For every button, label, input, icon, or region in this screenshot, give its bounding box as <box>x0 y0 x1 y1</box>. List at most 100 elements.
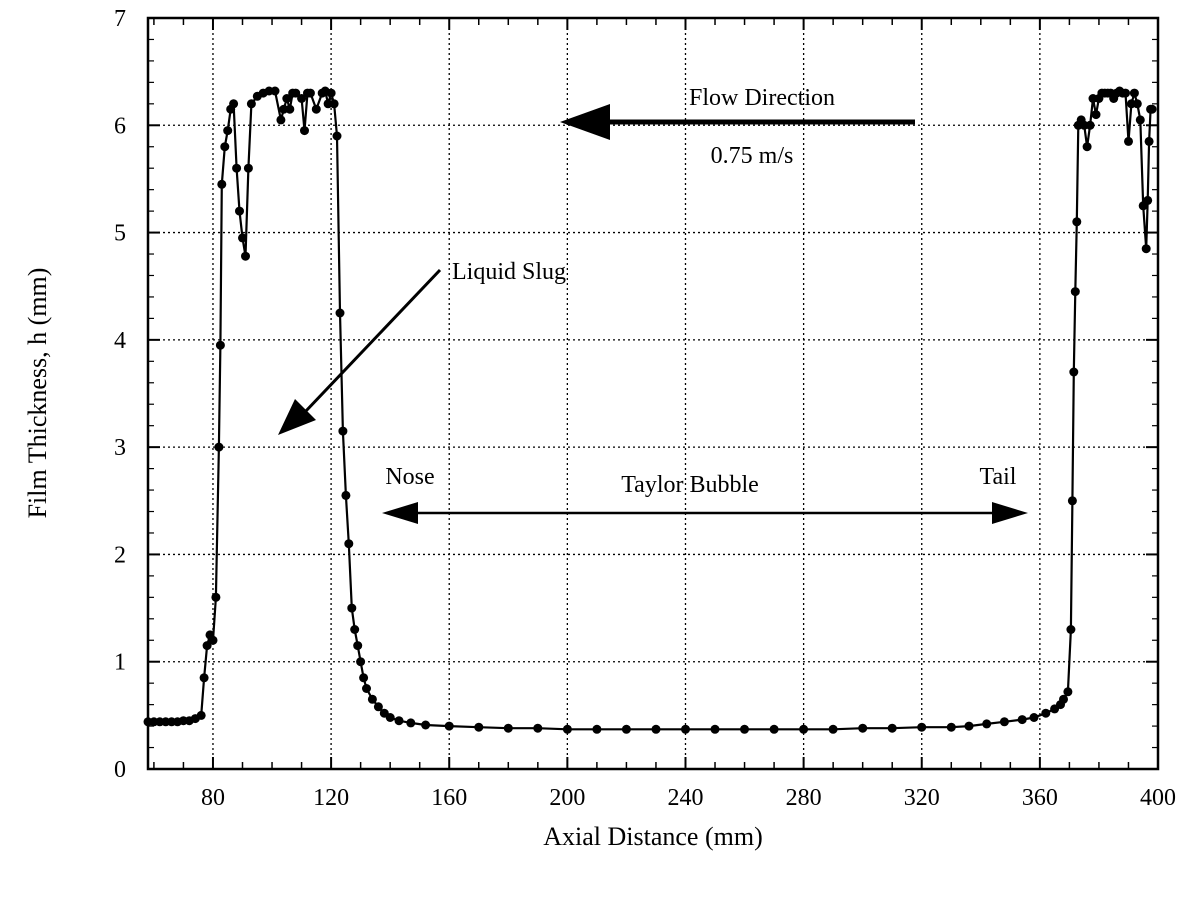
liquid-slug-label: Liquid Slug <box>452 259 566 285</box>
data-point <box>335 308 345 318</box>
data-point <box>1066 625 1076 634</box>
data-point <box>799 724 809 734</box>
data-point <box>208 635 218 645</box>
data-point <box>1082 142 1092 152</box>
data-point <box>238 233 247 243</box>
data-point <box>1129 88 1139 98</box>
data-point <box>917 722 927 732</box>
data-point <box>350 625 360 634</box>
y-tick-label: 5 <box>114 221 126 247</box>
data-point <box>326 88 336 98</box>
data-point <box>710 724 720 734</box>
data-point <box>444 721 454 731</box>
y-tick-label: 1 <box>114 650 126 676</box>
data-point <box>1143 195 1153 205</box>
data-point <box>235 206 244 216</box>
flow-direction-annotation: Flow Direction 0.75 m/s <box>560 85 915 169</box>
data-point <box>232 163 242 173</box>
data-point <box>217 179 227 189</box>
data-point <box>1067 496 1077 506</box>
data-point <box>246 99 256 109</box>
data-point <box>347 603 357 613</box>
data-point <box>421 720 431 730</box>
data-point <box>1091 110 1101 120</box>
data-point <box>282 94 292 103</box>
data-point <box>474 722 484 732</box>
y-tick-label: 3 <box>114 435 126 461</box>
x-tick-label: 200 <box>549 785 585 811</box>
tail-arrowhead <box>992 502 1028 524</box>
data-point <box>220 142 230 152</box>
data-point <box>297 94 307 103</box>
liquid-slug-arrow-shaft <box>303 268 442 414</box>
data-point <box>964 721 974 731</box>
data-point <box>211 592 221 602</box>
x-tick-label: 280 <box>786 785 822 811</box>
data-point <box>341 490 351 500</box>
tail-label: Tail <box>980 464 1017 490</box>
data-point <box>1147 104 1157 114</box>
data-point <box>621 724 631 734</box>
data-point <box>311 104 321 114</box>
data-point <box>1124 136 1133 146</box>
x-tick-label: 160 <box>431 785 467 811</box>
data-point <box>1059 694 1068 704</box>
data-point <box>356 657 366 667</box>
x-tick-label: 320 <box>904 785 940 811</box>
data-point <box>1041 708 1051 718</box>
x-tick-label: 240 <box>667 785 703 811</box>
data-point <box>769 724 779 734</box>
nose-arrowhead <box>382 502 418 524</box>
data-point <box>305 88 315 98</box>
series-layer <box>143 86 1157 734</box>
data-point <box>533 723 543 733</box>
x-tick-label: 360 <box>1022 785 1058 811</box>
data-point <box>353 641 363 651</box>
data-point <box>828 724 838 734</box>
ticks-layer <box>148 17 1159 770</box>
data-point <box>503 723 513 733</box>
data-point <box>332 131 342 141</box>
data-point <box>1029 713 1039 722</box>
data-point <box>946 722 956 732</box>
data-point <box>338 426 348 436</box>
data-point <box>270 86 280 96</box>
data-point <box>1141 244 1151 254</box>
data-point <box>1017 715 1027 725</box>
y-tick-label: 2 <box>114 542 126 568</box>
plot-frame <box>146 16 1160 771</box>
data-point <box>1121 88 1130 98</box>
data-point <box>592 724 602 734</box>
y-tick-label: 0 <box>114 757 126 783</box>
data-point <box>199 673 209 683</box>
taylor-bubble-label: Taylor Bubble <box>621 472 759 498</box>
x-tick-label: 400 <box>1140 785 1176 811</box>
data-point <box>196 710 206 720</box>
y-axis-title: Film Thickness, h (mm) <box>23 268 52 519</box>
data-point <box>999 717 1009 727</box>
data-point <box>214 442 224 452</box>
data-point <box>982 719 992 729</box>
data-point <box>285 104 295 114</box>
data-point <box>1070 287 1080 297</box>
tick-labels-layer: 80 120 160 200 240 280 320 360 400 0 1 2 3 4 5 6 7 <box>114 6 1176 811</box>
data-point <box>740 724 749 734</box>
data-point <box>1144 136 1154 146</box>
liquid-slug-annotation: Liquid Slug <box>278 259 566 435</box>
liquid-slug-arrowhead <box>278 399 316 435</box>
data-point <box>243 163 253 173</box>
flow-direction-label: Flow Direction <box>689 85 835 111</box>
x-tick-label: 80 <box>201 785 225 811</box>
taylor-bubble-annotation: Nose Taylor Bubble Tail <box>382 464 1028 524</box>
data-point <box>887 723 897 733</box>
data-point <box>1063 687 1073 697</box>
data-point <box>1135 115 1145 125</box>
data-point <box>241 251 250 261</box>
data-point <box>562 724 572 734</box>
y-tick-label: 4 <box>114 328 126 354</box>
data-point <box>373 702 383 712</box>
flow-direction-arrowhead <box>560 104 610 140</box>
y-tick-label: 6 <box>114 113 126 139</box>
data-point <box>1132 99 1142 109</box>
